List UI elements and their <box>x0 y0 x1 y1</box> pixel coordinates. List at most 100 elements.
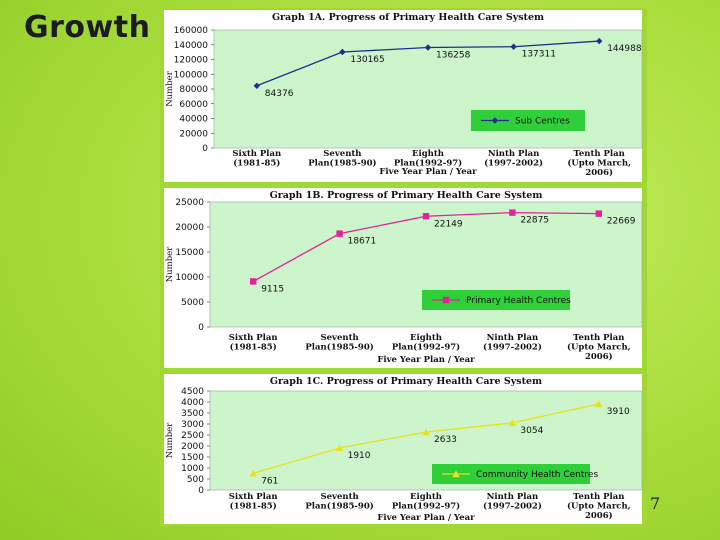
data-point <box>595 400 603 408</box>
chart-1: Graph 1A. Progress of Primary Health Car… <box>164 10 643 182</box>
charts-panel: Graph 1A. Progress of Primary Health Car… <box>160 8 647 526</box>
y-tick-label: 10000 <box>175 273 204 283</box>
y-tick-label: 100000 <box>174 70 209 80</box>
legend-box <box>422 290 570 310</box>
y-tick-label: 4000 <box>181 398 204 408</box>
data-label: 18671 <box>348 237 377 247</box>
data-label: 1910 <box>348 451 371 461</box>
x-tick-label-line: Tenth Plan <box>573 492 624 502</box>
x-tick-label: Tenth Plan (Upto March, 2006) <box>567 492 631 521</box>
y-axis-label: Number <box>165 70 175 106</box>
y-tick-label: 0 <box>198 323 204 333</box>
chart-title: Graph 1C. Progress of Primary Health Car… <box>270 376 542 387</box>
x-tick-label-line: Plan(1985-90) <box>305 501 373 512</box>
legend-box <box>471 110 585 131</box>
y-axis-label: Number <box>165 422 175 458</box>
y-tick-label: 80000 <box>179 85 208 95</box>
x-tick-label-line: (1981-85) <box>230 501 277 512</box>
x-tick-label-line: Plan(1992-97) <box>394 158 462 169</box>
data-point <box>424 44 432 51</box>
data-point <box>250 278 257 285</box>
x-tick-label-line: Sixth Plan <box>232 149 281 159</box>
x-tick-label: Seventh Plan(1985-90) <box>305 333 373 353</box>
y-tick-label: 25000 <box>175 198 204 208</box>
x-tick-label-line: Plan(1992-97) <box>392 501 460 512</box>
data-point <box>508 419 517 427</box>
data-label: 761 <box>261 476 278 486</box>
data-point <box>422 213 430 220</box>
data-point <box>249 469 257 477</box>
slide-title: Growth <box>24 10 151 45</box>
x-tick-label: Eighth Plan(1992-97) <box>392 333 460 353</box>
y-tick-label: 4500 <box>181 387 204 397</box>
data-point <box>253 82 260 89</box>
legend-marker <box>452 470 460 478</box>
chart-3: Graph 1C. Progress of Primary Health Car… <box>164 374 643 524</box>
x-tick-label: Tenth Plan (Upto March, 2006) <box>567 333 631 362</box>
x-tick-label-line: Plan(1985-90) <box>305 342 373 353</box>
x-tick-label: Sixth Plan (1981-85) <box>229 492 278 512</box>
x-tick-label-line: 2006) <box>585 351 613 362</box>
y-tick-label: 2500 <box>181 431 204 441</box>
x-tick-label-line: Ninth Plan <box>487 492 539 502</box>
legend-label: Community Health Centres <box>476 470 598 480</box>
y-tick-label: 0 <box>198 486 204 496</box>
x-tick-label-line: (1981-85) <box>230 342 277 353</box>
x-tick-label-line: Plan(1985-90) <box>308 158 376 169</box>
y-tick-label: 15000 <box>175 248 204 258</box>
y-tick-label: 3500 <box>181 409 204 419</box>
x-tick-label-line: (Upto March, <box>567 501 631 512</box>
x-tick-label-line: (1997-2002) <box>483 501 542 512</box>
x-tick-label-line: Tenth Plan <box>573 333 624 343</box>
x-tick-label-line: Eighth <box>410 492 442 502</box>
x-tick-label-line: Eighth <box>412 149 444 159</box>
chart-title: Graph 1A. Progress of Primary Health Car… <box>272 12 544 23</box>
x-tick-label-line: (1997-2002) <box>483 342 542 353</box>
legend-marker <box>442 296 450 304</box>
x-tick-label-line: Tenth Plan <box>574 149 625 159</box>
data-label: 22669 <box>607 217 636 227</box>
x-tick-label: Tenth Plan (Upto March, 2006) <box>567 149 631 178</box>
data-point <box>422 428 430 436</box>
legend-box <box>432 464 590 484</box>
data-point <box>595 210 602 217</box>
x-axis-label: Five Year Plan / Year <box>377 513 475 523</box>
y-tick-label: 60000 <box>179 100 208 110</box>
y-tick-label: 0 <box>202 144 208 154</box>
page-number: 7 <box>650 494 661 513</box>
x-tick-label: Eighth Plan(1992-97) <box>392 492 460 512</box>
x-tick-label-line: (1981-85) <box>233 158 280 169</box>
y-tick-label: 2000 <box>181 442 204 452</box>
x-tick-label: Eighth Plan(1992-97) <box>394 149 462 169</box>
x-tick-label: Seventh Plan(1985-90) <box>308 149 376 169</box>
data-label: 130165 <box>350 55 384 65</box>
y-tick-label: 1500 <box>181 453 204 463</box>
y-tick-label: 500 <box>187 475 204 485</box>
data-label: 3910 <box>607 407 630 417</box>
y-tick-label: 3000 <box>181 420 204 430</box>
data-point <box>509 209 516 216</box>
y-tick-label: 40000 <box>179 115 208 125</box>
x-tick-label-line: Seventh <box>321 492 359 502</box>
data-label: 84376 <box>265 89 294 99</box>
x-axis-label: Five Year Plan / Year <box>379 167 477 177</box>
x-tick-label-line: (1997-2002) <box>484 158 543 169</box>
charts-svg: Graph 1A. Progress of Primary Health Car… <box>164 10 643 524</box>
x-tick-label-line: Seventh <box>323 149 361 159</box>
x-tick-label: Seventh Plan(1985-90) <box>305 492 373 512</box>
x-tick-label-line: 2006) <box>585 167 613 178</box>
data-label: 137311 <box>522 50 556 60</box>
chart-title: Graph 1B. Progress of Primary Health Car… <box>270 190 543 201</box>
x-tick-label: Ninth Plan (1997-2002) <box>483 492 542 512</box>
data-label: 9115 <box>261 284 284 294</box>
x-tick-label-line: Ninth Plan <box>487 333 539 343</box>
x-tick-label: Sixth Plan (1981-85) <box>229 333 278 353</box>
y-tick-label: 5000 <box>181 298 204 308</box>
x-axis-label: Five Year Plan / Year <box>377 355 475 365</box>
legend-label: Sub Centres <box>515 117 570 127</box>
x-tick-label-line: Sixth Plan <box>229 333 278 343</box>
x-tick-label-line: Plan(1992-97) <box>392 342 460 353</box>
x-tick-label-line: 2006) <box>585 510 613 521</box>
data-point <box>339 48 346 56</box>
x-tick-label: Ninth Plan (1997-2002) <box>483 333 542 353</box>
